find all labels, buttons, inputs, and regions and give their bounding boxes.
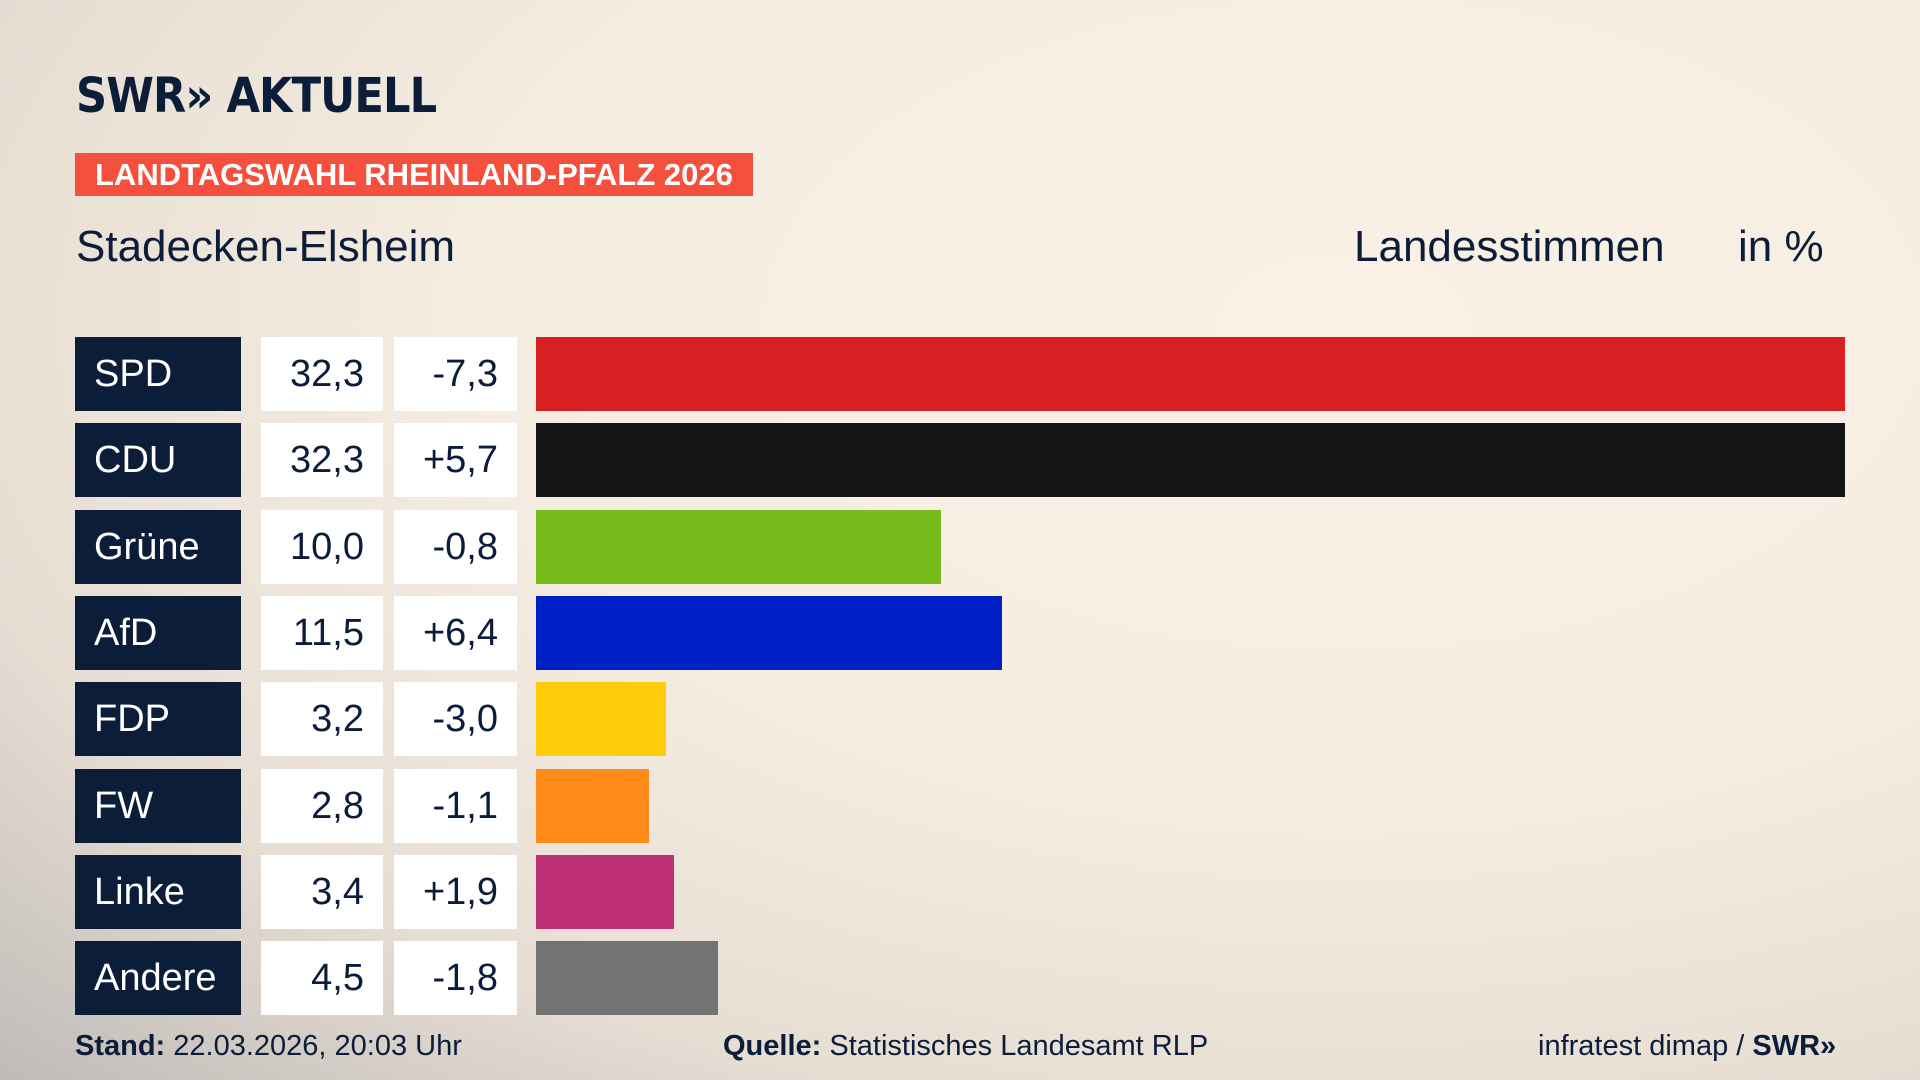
party-label: FDP bbox=[75, 682, 241, 757]
vote-share: 11,5 bbox=[261, 595, 383, 670]
location-title: Stadecken-Elsheim bbox=[76, 222, 456, 271]
vote-change: -7,3 bbox=[394, 337, 517, 411]
stand: Stand: 22.03.2026, 20:03 Uhr bbox=[75, 1030, 462, 1063]
vote-change: +6,4 bbox=[394, 595, 517, 670]
bar-linke bbox=[536, 854, 674, 929]
bar-afd bbox=[536, 595, 1003, 670]
swr-aktuell-logo: SWR» AKTUELL bbox=[76, 68, 437, 124]
vote-change: +5,7 bbox=[394, 423, 517, 498]
vote-share: 2,8 bbox=[261, 768, 383, 843]
vote-share: 10,0 bbox=[261, 509, 383, 584]
vote-change: +1,9 bbox=[394, 854, 517, 929]
stand-value: 22.03.2026, 20:03 Uhr bbox=[173, 1030, 462, 1062]
vote-type-label: Landesstimmen bbox=[1354, 222, 1665, 271]
quelle-value: Statistisches Landesamt RLP bbox=[829, 1030, 1209, 1062]
quelle-label: Quelle: bbox=[723, 1030, 822, 1062]
vote-share: 32,3 bbox=[261, 337, 383, 411]
quelle: Quelle: Statistisches Landesamt RLP bbox=[723, 1030, 1208, 1063]
party-label: AfD bbox=[75, 595, 241, 670]
vote-share: 3,2 bbox=[261, 682, 383, 757]
vote-change: -3,0 bbox=[394, 682, 517, 757]
stand-label: Stand: bbox=[75, 1030, 166, 1062]
credit: infratest dimap / SWR» bbox=[1538, 1030, 1836, 1063]
vote-change: -1,1 bbox=[394, 768, 517, 843]
vote-share: 32,3 bbox=[261, 423, 383, 498]
party-label: Grüne bbox=[75, 509, 241, 584]
party-label: CDU bbox=[75, 423, 241, 498]
party-label: SPD bbox=[75, 337, 241, 411]
vote-share: 3,4 bbox=[261, 854, 383, 929]
bar-spd bbox=[536, 337, 1845, 411]
bar-fw bbox=[536, 768, 650, 843]
credit-text: infratest dimap / bbox=[1538, 1030, 1753, 1062]
party-label: Linke bbox=[75, 854, 241, 929]
vote-share: 4,5 bbox=[261, 941, 383, 1016]
bar-cdu bbox=[536, 423, 1845, 498]
bar-grüne bbox=[536, 509, 942, 584]
vote-change: -1,8 bbox=[394, 941, 517, 1016]
bar-fdp bbox=[536, 682, 666, 757]
election-banner: LANDTAGSWAHL RHEINLAND-PFALZ 2026 bbox=[75, 153, 753, 196]
unit-label: in % bbox=[1738, 222, 1824, 271]
vote-change: -0,8 bbox=[394, 509, 517, 584]
party-label: FW bbox=[75, 768, 241, 843]
party-label: Andere bbox=[75, 941, 241, 1016]
swr-logo-small: SWR» bbox=[1752, 1030, 1837, 1062]
bar-andere bbox=[536, 941, 719, 1016]
